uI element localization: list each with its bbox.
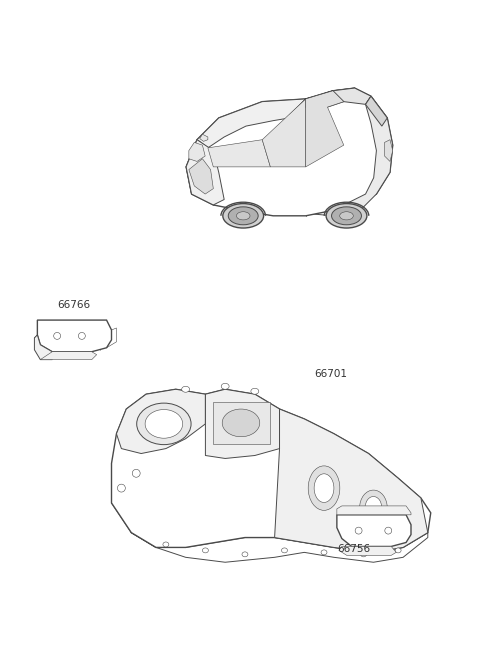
Polygon shape xyxy=(333,88,371,104)
Polygon shape xyxy=(200,134,208,141)
Polygon shape xyxy=(35,335,52,360)
Polygon shape xyxy=(189,142,205,161)
Ellipse shape xyxy=(332,207,361,225)
Ellipse shape xyxy=(242,552,248,557)
Polygon shape xyxy=(337,506,411,515)
Polygon shape xyxy=(186,140,224,205)
Ellipse shape xyxy=(308,466,340,510)
Polygon shape xyxy=(366,96,387,126)
Ellipse shape xyxy=(365,496,382,519)
Ellipse shape xyxy=(281,548,288,553)
Polygon shape xyxy=(197,99,306,148)
Ellipse shape xyxy=(145,409,183,438)
Polygon shape xyxy=(37,320,111,352)
Text: 66701: 66701 xyxy=(314,369,347,379)
Polygon shape xyxy=(384,140,393,161)
Polygon shape xyxy=(186,140,213,205)
Ellipse shape xyxy=(395,548,401,553)
Ellipse shape xyxy=(326,204,367,228)
Polygon shape xyxy=(213,402,270,443)
Polygon shape xyxy=(339,546,396,555)
Ellipse shape xyxy=(314,474,334,502)
Polygon shape xyxy=(306,91,344,167)
Polygon shape xyxy=(208,140,270,167)
Polygon shape xyxy=(337,515,411,546)
Ellipse shape xyxy=(221,383,229,389)
Polygon shape xyxy=(205,389,279,458)
Ellipse shape xyxy=(340,212,353,220)
Ellipse shape xyxy=(163,542,169,547)
Ellipse shape xyxy=(237,212,250,220)
Ellipse shape xyxy=(360,552,367,557)
Ellipse shape xyxy=(360,490,387,526)
Polygon shape xyxy=(289,91,333,115)
Ellipse shape xyxy=(137,403,191,445)
Text: 66766: 66766 xyxy=(57,300,90,310)
Ellipse shape xyxy=(228,207,258,225)
Ellipse shape xyxy=(78,333,85,339)
Polygon shape xyxy=(189,159,213,194)
Polygon shape xyxy=(40,352,96,360)
Polygon shape xyxy=(306,88,355,107)
Text: 66756: 66756 xyxy=(337,544,370,554)
Ellipse shape xyxy=(203,548,208,553)
Ellipse shape xyxy=(118,484,125,492)
Polygon shape xyxy=(262,99,306,167)
Ellipse shape xyxy=(223,204,264,228)
Ellipse shape xyxy=(132,470,140,477)
Polygon shape xyxy=(333,96,393,215)
Polygon shape xyxy=(117,389,205,453)
Ellipse shape xyxy=(385,527,392,534)
Polygon shape xyxy=(275,409,428,552)
Ellipse shape xyxy=(355,527,362,534)
Ellipse shape xyxy=(321,550,327,555)
Polygon shape xyxy=(186,88,393,215)
Polygon shape xyxy=(111,389,431,552)
Ellipse shape xyxy=(54,333,60,339)
Ellipse shape xyxy=(251,388,259,394)
Ellipse shape xyxy=(222,409,260,437)
Ellipse shape xyxy=(182,386,190,392)
